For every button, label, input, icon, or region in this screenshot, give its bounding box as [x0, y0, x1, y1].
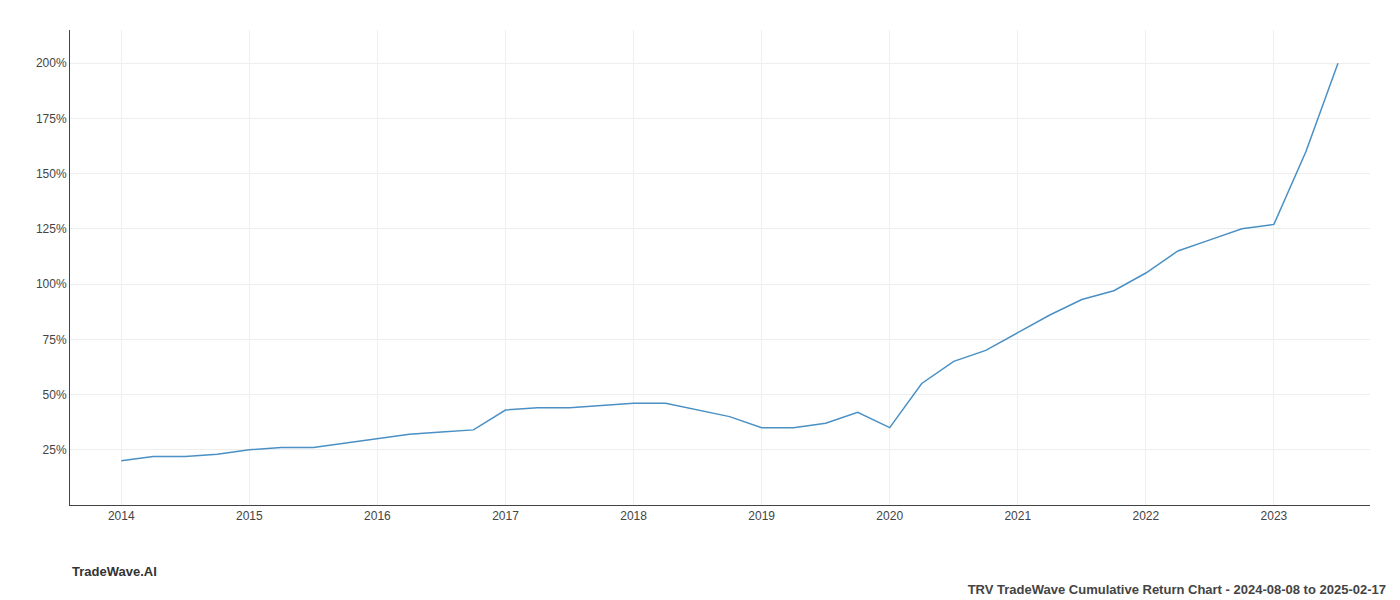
svg-text:TradeWave.AI: TradeWave.AI [72, 564, 157, 579]
svg-text:100%: 100% [36, 277, 67, 291]
svg-text:2020: 2020 [876, 509, 903, 523]
svg-text:25%: 25% [43, 443, 67, 457]
svg-text:2023: 2023 [1261, 509, 1288, 523]
svg-text:50%: 50% [43, 388, 67, 402]
svg-text:2019: 2019 [748, 509, 775, 523]
svg-text:2014: 2014 [108, 509, 135, 523]
svg-text:125%: 125% [36, 222, 67, 236]
svg-text:2018: 2018 [620, 509, 647, 523]
svg-text:75%: 75% [43, 333, 67, 347]
svg-text:2021: 2021 [1004, 509, 1031, 523]
svg-text:2022: 2022 [1133, 509, 1160, 523]
svg-text:2015: 2015 [236, 509, 263, 523]
svg-text:175%: 175% [36, 112, 67, 126]
svg-text:TRV TradeWave Cumulative Retur: TRV TradeWave Cumulative Return Chart - … [968, 582, 1386, 597]
svg-text:2017: 2017 [492, 509, 519, 523]
svg-text:150%: 150% [36, 167, 67, 181]
svg-text:2016: 2016 [364, 509, 391, 523]
svg-text:200%: 200% [36, 56, 67, 70]
